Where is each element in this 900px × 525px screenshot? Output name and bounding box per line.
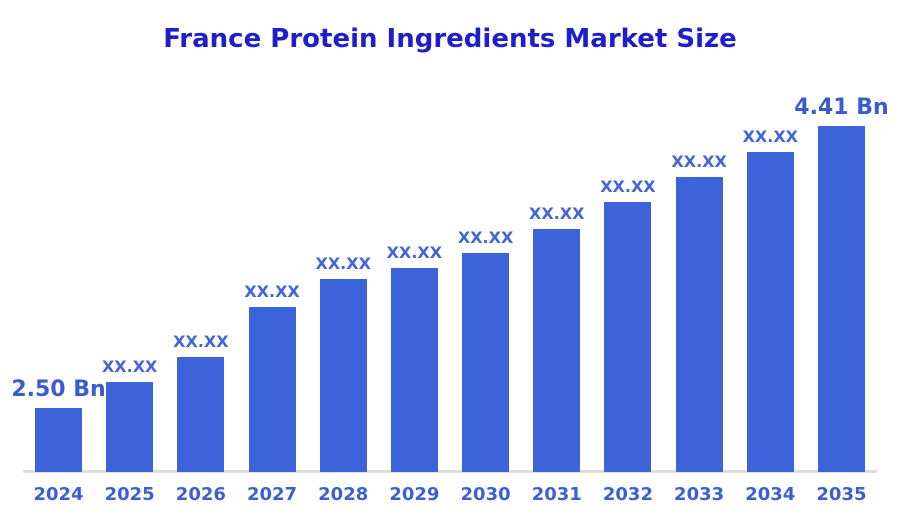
bar-2029 [390,268,438,472]
x-axis-line [23,470,877,473]
bar-value-label-2035: 4.41 Bn [794,95,889,120]
bar-value-label-2030: XX.XX [457,228,514,247]
x-tick-label-2028: 2028 [318,484,369,505]
bar-value-label-2024: 2.50 Bn [11,377,106,402]
bar-value-label-2026: XX.XX [173,332,229,351]
x-tick-label-2032: 2032 [602,484,653,505]
bar-2033 [675,177,723,472]
x-tick-label-2033: 2033 [674,484,725,505]
x-tick-label-2035: 2035 [816,484,867,505]
bar-2026 [177,357,225,472]
bar-2024 [35,408,82,472]
x-tick-label-2026: 2026 [175,484,226,505]
bar-value-label-2032: XX.XX [600,177,656,196]
x-tick-label-2029: 2029 [389,484,440,505]
bar-value-label-2031: XX.XX [529,204,585,223]
x-tick-label-2024: 2024 [33,484,84,505]
x-tick-label-2034: 2034 [745,484,796,505]
bar-2034 [746,152,794,472]
bar-2030 [462,253,510,472]
bar-value-label-2034: XX.XX [742,127,798,146]
bar-value-label-2027: XX.XX [244,282,300,301]
x-tick-label-2027: 2027 [246,484,298,505]
bar-value-label-2029: XX.XX [386,243,443,262]
x-tick-label-2031: 2031 [531,484,582,505]
bar-value-label-2033: XX.XX [671,152,727,171]
bar-2028 [319,279,367,472]
x-tick-label-2030: 2030 [460,484,511,505]
bar-2032 [604,202,652,472]
bar-value-label-2028: XX.XX [315,254,371,273]
bar-2027 [248,307,296,472]
bar-2035 [817,126,865,472]
x-tick-label-2025: 2025 [104,484,155,505]
bar-2031 [533,229,581,472]
bar-value-label-2025: XX.XX [101,357,158,376]
bar-2025 [106,382,154,472]
chart-title: France Protein Ingredients Market Size [163,24,737,54]
